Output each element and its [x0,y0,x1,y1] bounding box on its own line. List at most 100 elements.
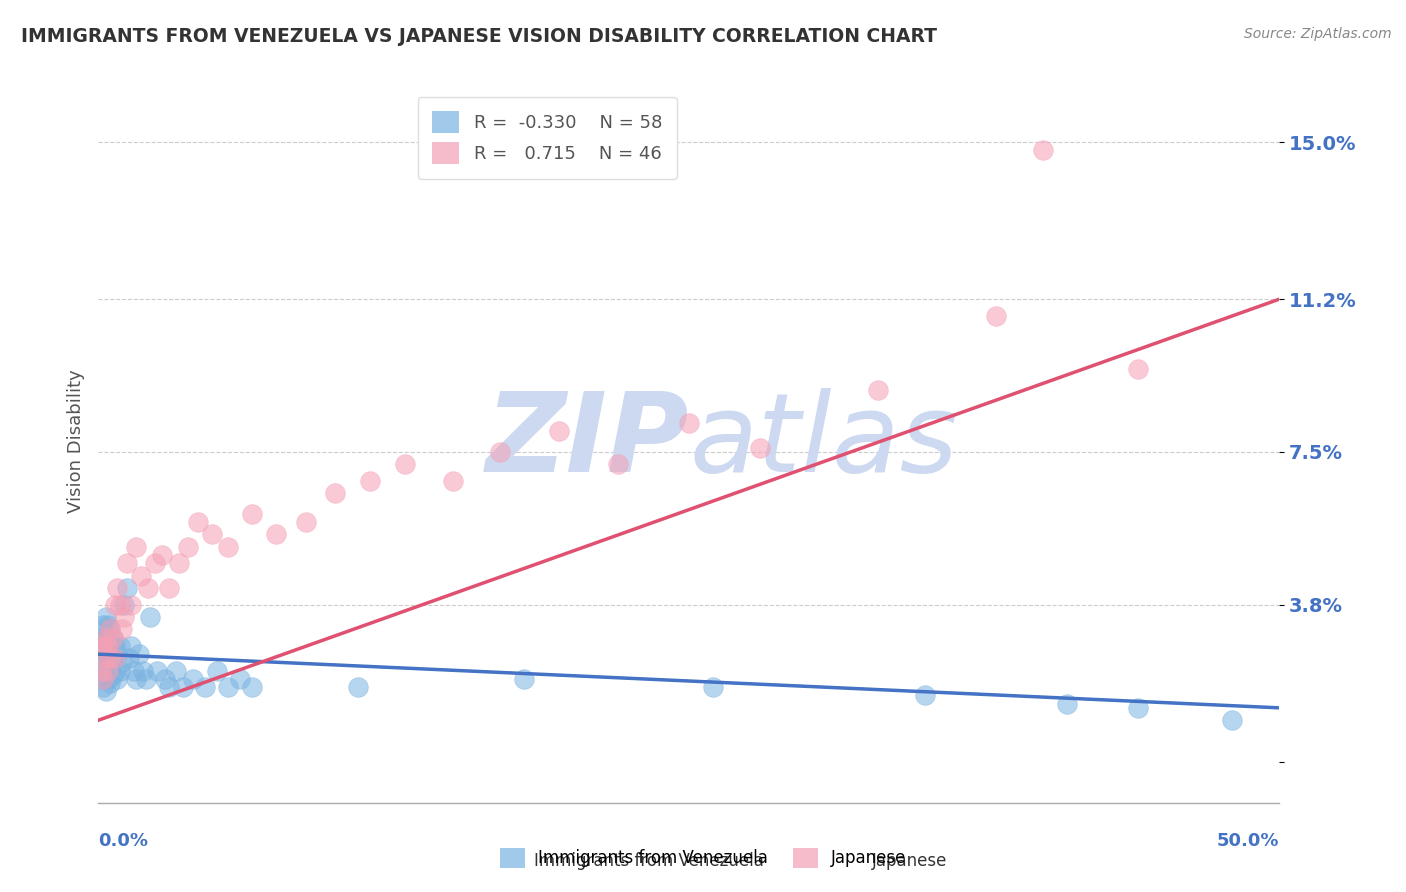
Point [240,680,263,694]
Text: 0.0%: 0.0% [98,832,149,850]
Text: 50.0%: 50.0% [1218,832,1279,850]
Point [97,634,120,648]
Point [111,623,134,637]
Point [121,598,143,612]
Point [108,664,131,678]
Point [132,664,155,678]
Point [323,486,346,500]
Point [135,672,157,686]
Point [105,647,128,661]
Point [914,689,936,703]
Point [121,639,143,653]
Point [112,610,135,624]
Point [90,631,112,645]
Point [748,441,770,455]
Point [98,659,121,673]
Point [394,457,416,471]
Point [115,581,138,595]
Point [97,639,120,653]
Point [91,639,114,653]
Point [94,647,117,661]
Point [512,672,534,686]
Text: Immigrants from Venezuela: Immigrants from Venezuela [534,852,763,870]
Point [548,424,571,438]
Point [91,680,114,694]
Point [181,672,204,686]
Point [90,656,112,670]
Point [90,639,112,653]
Point [94,610,117,624]
Point [125,672,148,686]
Point [122,664,145,678]
Point [98,623,121,637]
Point [108,639,131,653]
Point [94,631,117,645]
Point [139,610,162,624]
Point [91,618,114,632]
Point [111,656,134,670]
Point [295,515,318,529]
Point [172,680,194,694]
Point [1126,362,1149,376]
Legend: R =  -0.330    N = 58, R =   0.715    N = 46: R = -0.330 N = 58, R = 0.715 N = 46 [418,96,676,178]
Point [217,680,239,694]
Point [115,557,138,571]
Point [98,676,121,690]
Point [101,651,124,665]
Point [91,639,114,653]
Point [90,664,112,678]
Point [205,664,228,678]
Point [167,557,190,571]
Point [105,581,128,595]
Point [153,672,176,686]
Point [94,684,117,698]
Point [112,598,135,612]
Point [177,540,200,554]
Point [101,631,124,645]
Point [125,540,148,554]
Point [97,664,120,678]
Point [1056,697,1078,711]
Point [1220,713,1243,727]
Point [489,445,512,459]
Point [150,548,173,562]
Point [104,651,127,665]
Point [146,664,169,678]
Point [165,664,187,678]
Point [94,631,117,645]
Text: Source: ZipAtlas.com: Source: ZipAtlas.com [1244,27,1392,41]
Point [118,651,141,665]
Point [201,527,224,541]
Legend: Immigrants from Venezuela, Japanese: Immigrants from Venezuela, Japanese [494,841,912,875]
Point [143,557,166,571]
Point [104,598,127,612]
Text: atlas: atlas [689,388,957,495]
Point [157,581,180,595]
Point [97,618,120,632]
Point [97,672,120,686]
Text: Japanese: Japanese [872,852,948,870]
Point [94,668,117,682]
Point [1032,144,1054,158]
Point [217,540,239,554]
Point [91,672,114,686]
Point [607,457,630,471]
Point [108,598,131,612]
Point [136,581,159,595]
Point [866,383,889,397]
Point [441,474,464,488]
Point [1126,701,1149,715]
Point [104,639,127,653]
Point [347,680,370,694]
Point [97,651,120,665]
Point [359,474,381,488]
Text: IMMIGRANTS FROM VENEZUELA VS JAPANESE VISION DISABILITY CORRELATION CHART: IMMIGRANTS FROM VENEZUELA VS JAPANESE VI… [21,27,936,45]
Point [702,680,724,694]
Point [240,507,263,521]
Point [128,647,150,661]
Point [194,680,217,694]
Point [157,680,180,694]
Point [98,651,121,665]
Point [91,664,114,678]
Point [90,672,112,686]
